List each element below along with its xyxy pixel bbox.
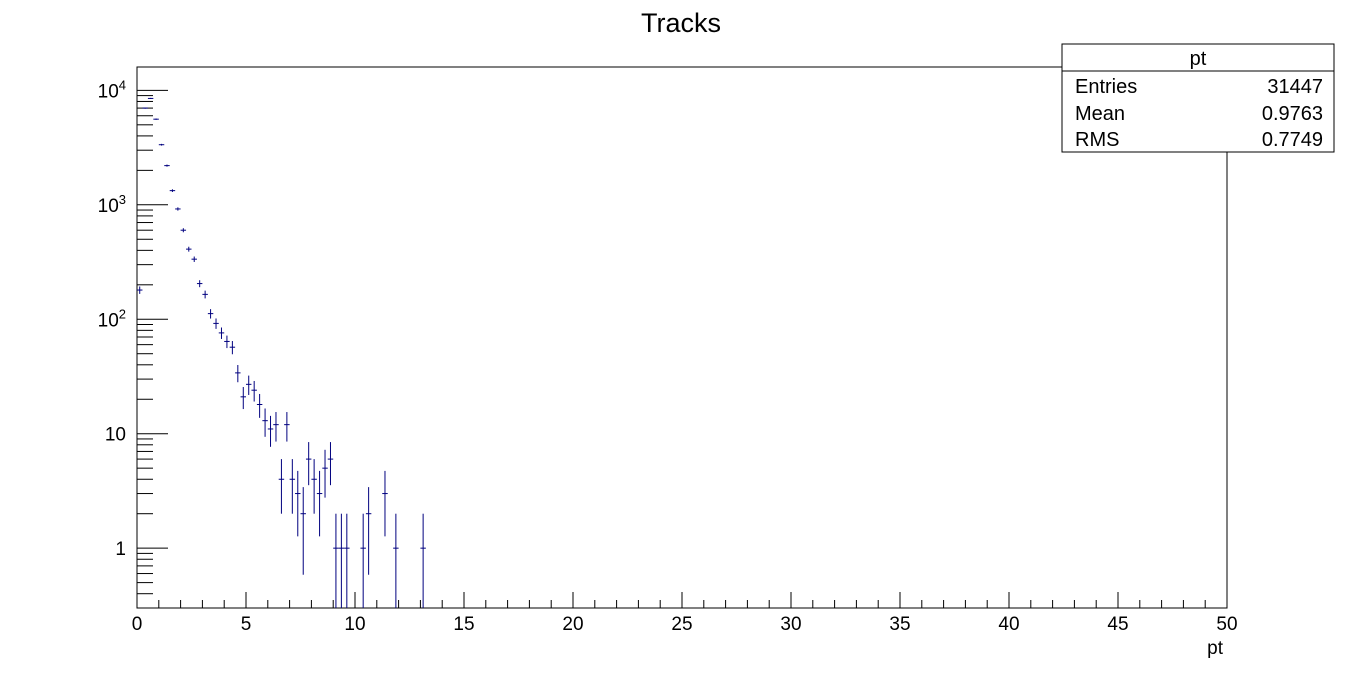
data-point [196,280,203,288]
stats-mean-value: 0.9763 [1262,103,1323,125]
data-point [191,256,197,262]
data-point [300,487,306,575]
x-tick-label: 20 [562,614,583,635]
data-point [137,286,143,294]
y-tick-label: 104 [98,77,126,102]
data-point [240,387,246,410]
data-point [284,412,290,442]
data-point [251,380,257,402]
y-tick-label: 102 [98,306,126,331]
x-tick-label: 30 [780,614,801,635]
data-point [218,327,225,339]
x-tick-label: 40 [998,614,1019,635]
data-point [267,415,274,447]
data-points [137,97,426,608]
stats-box-frame [1061,43,1335,153]
data-point [360,513,366,608]
data-point [142,107,148,109]
data-point [295,470,301,537]
data-point [322,449,328,498]
x-tick-label: 45 [1107,614,1128,635]
data-point [235,365,241,383]
stats-rms-value: 0.7749 [1262,129,1323,151]
data-point [147,97,154,99]
data-point [316,470,323,537]
data-point [169,189,176,193]
data-point [333,513,339,608]
data-point [382,470,388,537]
x-axis-ticks [136,592,1228,608]
y-tick-label: 1 [115,539,126,560]
chart-title: Tracks [641,8,721,38]
data-point [153,118,159,120]
data-point [246,375,252,395]
x-tick-label: 5 [241,614,252,635]
data-point [224,335,230,349]
data-point [213,318,219,329]
data-point [180,228,187,233]
data-point [158,143,165,146]
data-point [202,290,208,299]
data-point [262,408,268,437]
stats-rms-label: RMS [1075,129,1119,151]
data-point [256,393,263,418]
data-point [273,412,279,442]
stats-mean-label: Mean [1075,103,1125,125]
x-tick-label: 50 [1216,614,1237,635]
x-tick-label: 25 [671,614,692,635]
x-axis-label: pt [1207,638,1224,659]
x-tick-label: 15 [453,614,474,635]
data-point [393,513,399,608]
y-tick-label: 10 [105,425,126,446]
data-point [186,246,192,252]
y-tick-label: 103 [98,192,126,217]
data-point [164,164,170,167]
data-point [289,459,296,514]
y-axis-ticks [137,89,168,609]
data-point [305,442,312,486]
stats-box: pt Entries 31447 Mean 0.9763 RMS 0.7749 [1061,43,1335,153]
data-point [365,487,372,575]
data-point [338,513,345,608]
data-point [327,442,334,486]
stats-entries-value: 31447 [1267,76,1323,98]
data-point [344,513,350,608]
stats-box-title: pt [1190,48,1207,70]
x-tick-label: 10 [344,614,365,635]
x-tick-label: 35 [889,614,910,635]
stats-entries-label: Entries [1075,76,1137,98]
x-tick-label: 0 [132,614,143,635]
x-axis-tick-labels: 0 5 10 15 20 25 30 35 40 45 50 [132,614,1238,635]
data-point [229,341,236,355]
data-point [311,459,317,514]
data-point [175,207,181,211]
data-point [207,309,214,319]
data-point [278,459,285,514]
data-point [420,513,426,608]
